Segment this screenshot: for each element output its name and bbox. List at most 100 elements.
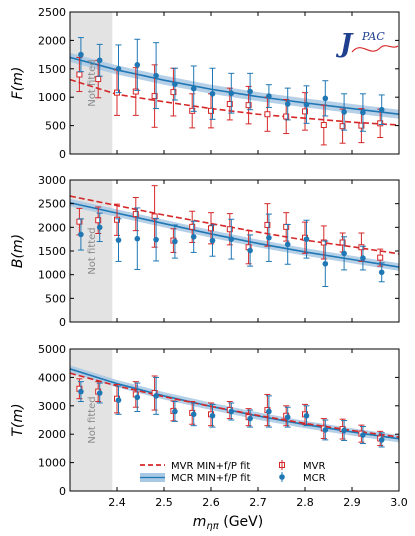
y-axis-label: B(m) (10, 234, 26, 268)
mvr-marker (95, 217, 102, 224)
mcr-marker (78, 388, 84, 395)
y-axis-label: F(m) (10, 67, 26, 100)
mvr-marker (377, 254, 384, 261)
mvr-marker (226, 226, 233, 233)
mcr-marker (190, 411, 197, 418)
x-tick-label: 2.8 (296, 496, 314, 509)
mcr-point (228, 402, 235, 421)
mvr-marker (377, 120, 384, 127)
mcr-point (265, 84, 272, 108)
mcr-fit-band (70, 52, 399, 119)
mcr-marker (303, 412, 310, 419)
mcr-point (247, 234, 254, 267)
mcr-marker (153, 236, 159, 243)
panel-F: Not fitted 0 500 1000 1500 2000 2500 F(m) (10, 6, 400, 161)
mvr-point (170, 67, 177, 117)
mcr-point (171, 401, 178, 422)
mcr-point (322, 240, 329, 287)
svg-text:J: J (335, 29, 354, 59)
mvr-point (151, 375, 158, 411)
plot-frame (69, 179, 400, 323)
x-tick-label: 2.5 (155, 496, 173, 509)
mcr-point (96, 43, 103, 77)
legend: MVR MIN+f/P fit MCR MIN+f/P fit MVR MCR (140, 460, 326, 484)
mcr-marker (378, 106, 385, 113)
mvr-marker (189, 223, 196, 230)
mcr-marker (247, 415, 253, 422)
mcr-marker (341, 427, 347, 434)
mcr-point (96, 382, 103, 404)
mcr-point (284, 223, 291, 265)
mcr-marker (247, 88, 253, 95)
mcr-point (77, 381, 84, 403)
svg-text:PAC: PAC (361, 30, 385, 43)
mcr-marker (378, 437, 385, 443)
mvr-marker (151, 93, 158, 100)
x-tick-label: 2.4 (108, 496, 126, 509)
mcr-point (341, 93, 348, 131)
y-tick-label: 1500 (38, 63, 66, 76)
legend-fit-mcr-label: MCR MIN+f/P fit (171, 473, 251, 484)
mcr-point (341, 420, 348, 441)
y-tick-label: 1000 (38, 91, 66, 104)
mcr-point (284, 87, 291, 121)
mvr-marker (114, 216, 120, 223)
mvr-point (114, 203, 120, 236)
mcr-point (284, 406, 291, 428)
mcr-marker (284, 241, 291, 248)
mcr-point (115, 218, 122, 262)
mcr-point (247, 72, 254, 111)
mvr-marker (302, 108, 308, 115)
mcr-point (209, 67, 216, 120)
mcr-marker (153, 393, 159, 399)
mcr-point (171, 67, 178, 101)
mvr-marker (170, 89, 177, 96)
mcr-marker (78, 51, 84, 58)
mcr-marker (190, 234, 197, 240)
mvr-point (151, 185, 158, 248)
mcr-marker (341, 109, 347, 115)
mcr-marker (378, 269, 385, 276)
mcr-marker (115, 237, 122, 243)
mcr-marker (96, 224, 103, 231)
mvr-point (95, 206, 102, 234)
mcr-marker (153, 72, 159, 79)
mcr-marker (247, 247, 253, 254)
mcr-marker (284, 414, 291, 420)
mcr-marker (266, 408, 272, 415)
mcr-marker (322, 95, 329, 102)
mcr-marker (78, 231, 84, 238)
legend-mvr-label: MVR (303, 461, 325, 472)
mcr-marker (172, 81, 178, 87)
not-fitted-label: Not fitted (87, 227, 98, 274)
mcr-marker (115, 66, 122, 72)
mcr-marker (266, 234, 272, 241)
y-tick-label: 2000 (38, 221, 66, 234)
mcr-point (378, 262, 385, 283)
mcr-point (190, 402, 197, 427)
mcr-point (228, 218, 235, 260)
mcr-marker (96, 390, 103, 396)
plot-frame (69, 348, 400, 492)
mcr-point (134, 38, 141, 91)
mvr-point (302, 92, 308, 131)
mcr-marker (266, 93, 272, 99)
mvr-point (132, 197, 139, 232)
panel-T: Not fitted 0 1000 2000 3000 4000 5000 2.4 2.5 2.6… (10, 343, 408, 509)
mcr-point (153, 42, 160, 110)
y-tick-label: 5000 (38, 343, 66, 356)
mcr-marker (190, 85, 197, 92)
mvr-marker (264, 221, 271, 228)
mvr-point (339, 108, 346, 144)
x-tick-label: 2.6 (202, 496, 220, 509)
mvr-marker (132, 211, 139, 218)
mcr-marker (228, 90, 235, 97)
y-tick-label: 1000 (38, 269, 66, 282)
not-fitted-region (70, 12, 113, 154)
y-tick-label: 2500 (38, 198, 66, 211)
legend-mcr-label: MCR (303, 473, 326, 484)
y-tick-label: 3000 (38, 400, 66, 413)
mcr-point (378, 94, 385, 125)
not-fitted-label: Not fitted (87, 59, 98, 106)
